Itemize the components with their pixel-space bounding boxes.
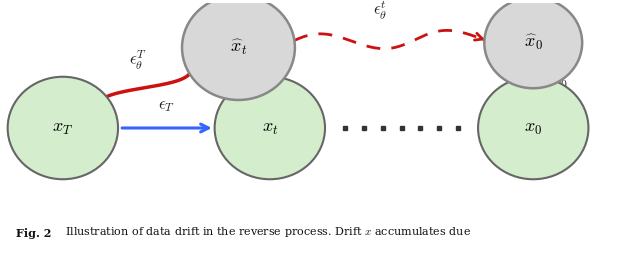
- Text: $\epsilon_\theta^T$: $\epsilon_\theta^T$: [129, 49, 147, 72]
- Ellipse shape: [214, 77, 325, 179]
- Text: $x_0$: $x_0$: [524, 119, 542, 137]
- Text: $\widehat{x}_0$: $\widehat{x}_0$: [524, 33, 543, 53]
- Ellipse shape: [182, 0, 295, 100]
- Text: $x_t$: $x_t$: [262, 119, 278, 137]
- Ellipse shape: [484, 0, 582, 88]
- Ellipse shape: [478, 77, 588, 179]
- Text: $\gamma_t$: $\gamma_t$: [259, 79, 274, 96]
- Text: $\gamma_0$: $\gamma_0$: [552, 75, 568, 92]
- Ellipse shape: [8, 77, 118, 179]
- Text: $\epsilon_\theta^t$: $\epsilon_\theta^t$: [372, 0, 387, 22]
- Text: $\widehat{x}_t$: $\widehat{x}_t$: [230, 38, 247, 57]
- Text: $x_T$: $x_T$: [52, 119, 74, 137]
- Text: Illustration of data drift in the reverse process. Drift $x$ accumulates due: Illustration of data drift in the revers…: [58, 225, 471, 239]
- Text: Fig. 2: Fig. 2: [16, 228, 51, 239]
- Text: $\epsilon_T$: $\epsilon_T$: [158, 97, 175, 114]
